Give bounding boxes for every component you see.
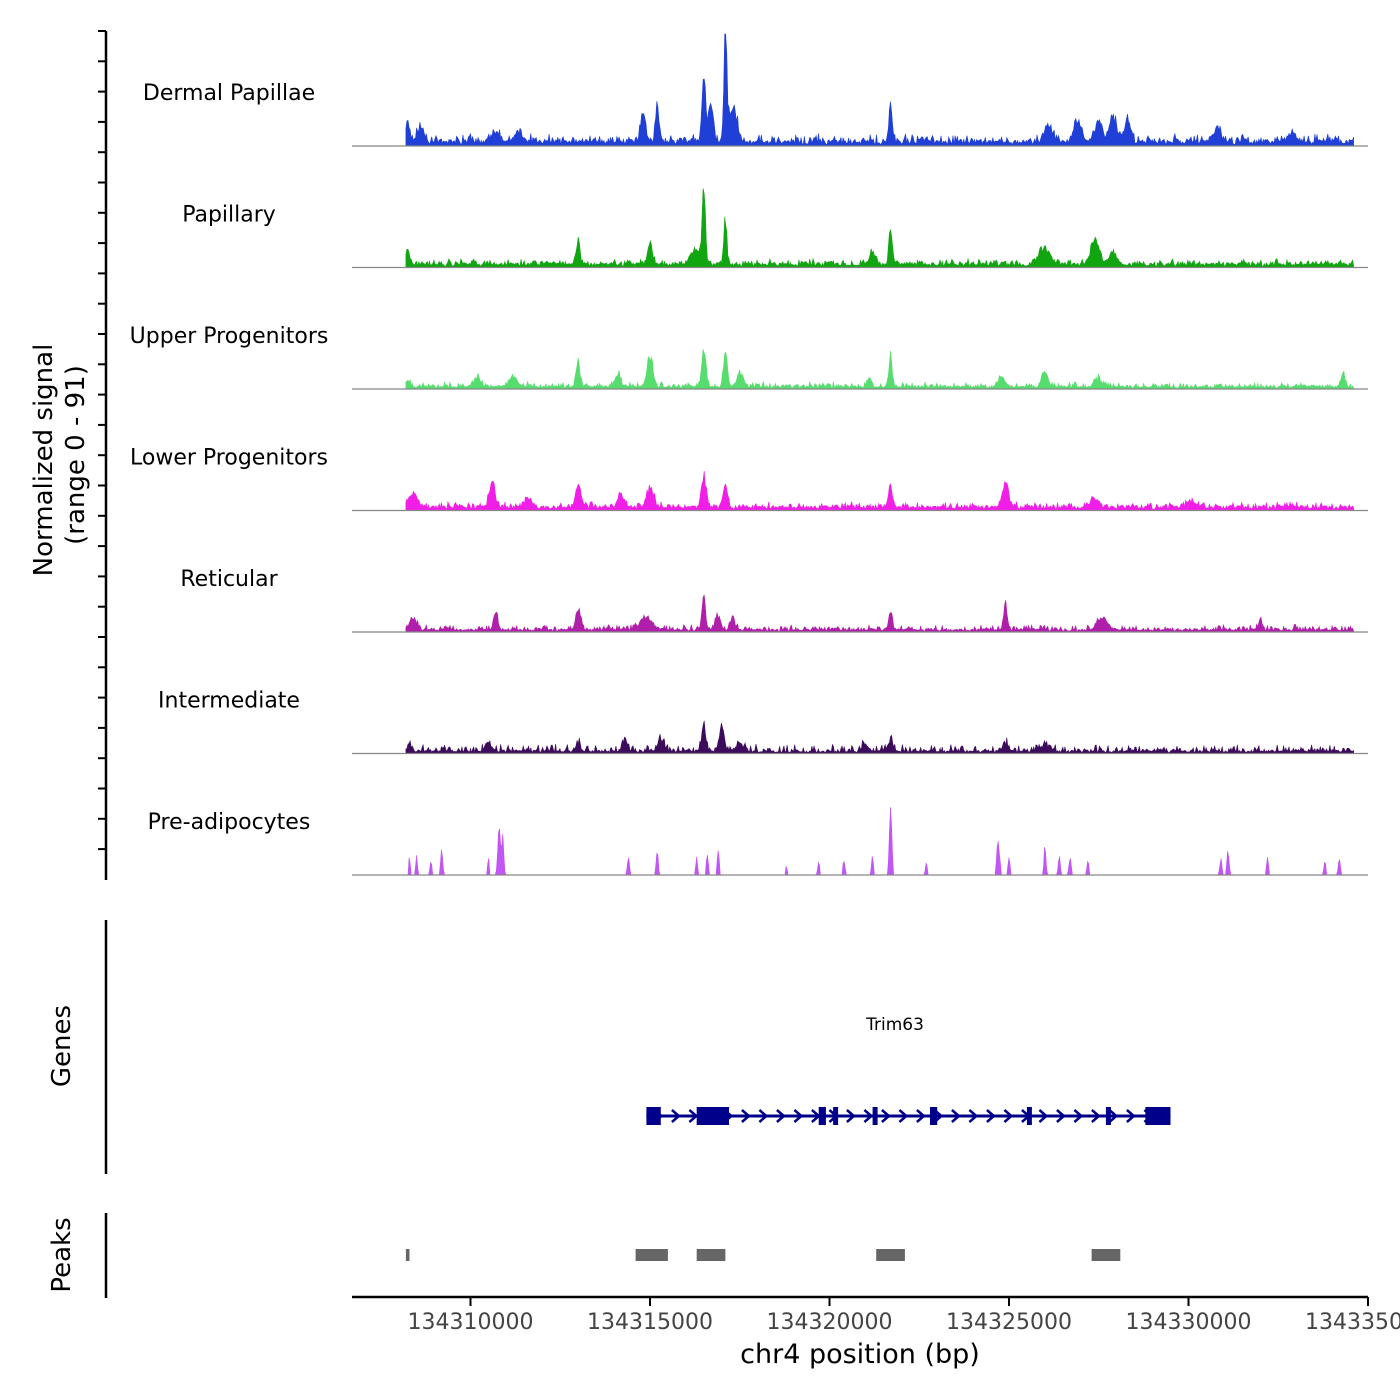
coverage-track: Dermal Papillae <box>143 33 1368 147</box>
peak-interval <box>696 1249 726 1261</box>
track-signal <box>405 470 1354 511</box>
track-label: Reticular <box>180 567 278 592</box>
gene-exon <box>872 1107 878 1125</box>
gene-exon <box>696 1107 729 1125</box>
coverage-track: Upper Progenitors <box>130 324 1368 390</box>
strand-arrow <box>793 1109 804 1123</box>
track-label: Upper Progenitors <box>130 324 329 349</box>
coverage-y-axis <box>98 30 108 880</box>
track-label: Pre-adipocytes <box>148 810 311 835</box>
strand-arrow <box>1108 1109 1119 1123</box>
coverage-track: Pre-adipocytes <box>148 807 1368 876</box>
track-label: Lower Progenitors <box>130 446 328 471</box>
peak-intervals <box>405 1249 1121 1261</box>
strand-arrow <box>1073 1109 1084 1123</box>
peak-interval <box>876 1249 905 1261</box>
strand-arrow <box>776 1109 786 1123</box>
coverage-track: Papillary <box>182 188 1368 269</box>
peaks-panel-label: Peaks <box>47 1217 77 1292</box>
strand-arrow <box>758 1109 769 1123</box>
strand-arrow <box>863 1109 874 1123</box>
strand-arrow <box>1056 1109 1066 1123</box>
x-tick-label: 134310000 <box>408 1310 534 1335</box>
gene-name-label: Trim63 <box>865 1015 924 1035</box>
gene-exon <box>818 1107 826 1125</box>
x-axis-ticks: 134310000 134315000 134320000 134325000 1343… <box>408 1297 1400 1335</box>
coverage-y-label-line2: (range 0 - 91) <box>61 365 91 545</box>
x-tick-label: 134320000 <box>767 1310 893 1335</box>
track-signal <box>405 33 1354 147</box>
gene-exon <box>1026 1107 1032 1125</box>
strand-arrow <box>671 1109 681 1123</box>
strand-arrow <box>986 1109 996 1123</box>
x-tick-label: 134315000 <box>587 1310 713 1335</box>
strand-arrow <box>916 1109 926 1123</box>
strand-arrow <box>688 1109 699 1123</box>
gene-exon <box>1105 1107 1111 1125</box>
track-signal <box>405 188 1354 268</box>
peak-interval <box>1091 1249 1121 1261</box>
peak-interval <box>635 1249 668 1261</box>
genes-panel-label: Genes <box>47 1005 77 1087</box>
strand-arrow <box>1038 1109 1049 1123</box>
coverage-track: Lower Progenitors <box>130 446 1368 512</box>
coverage-track: Intermediate <box>158 689 1368 755</box>
x-tick-label: 134325000 <box>946 1310 1072 1335</box>
x-tick-label: 134335000 <box>1305 1310 1400 1335</box>
x-tick-label: 134330000 <box>1126 1310 1252 1335</box>
coverage-y-ticks <box>98 30 106 851</box>
gene-model-trim63 <box>646 1107 1171 1125</box>
track-signal <box>405 720 1354 754</box>
x-axis-label: chr4 position (bp) <box>740 1339 980 1370</box>
gene-exon <box>833 1107 839 1125</box>
track-label: Dermal Papillae <box>143 81 315 106</box>
strand-arrow <box>1003 1109 1014 1123</box>
strand-arrow <box>1091 1109 1101 1123</box>
strand-arrow <box>1126 1109 1136 1123</box>
track-label: Papillary <box>182 203 276 228</box>
track-signal <box>405 594 1354 633</box>
strand-arrow <box>846 1109 856 1123</box>
track-label: Intermediate <box>158 689 300 714</box>
track-signal <box>405 807 1354 876</box>
strand-arrow <box>881 1109 891 1123</box>
track-signal <box>405 349 1354 390</box>
strand-arrow <box>951 1109 961 1123</box>
strand-arrow <box>741 1109 751 1123</box>
gene-exon <box>930 1107 938 1125</box>
peak-interval <box>405 1249 410 1261</box>
strand-arrow <box>968 1109 979 1123</box>
coverage-tracks: Dermal Papillae Papillary Upper Progenitor… <box>130 33 1368 876</box>
gene-exon <box>1145 1107 1171 1125</box>
strand-arrow <box>898 1109 909 1123</box>
coverage-track: Reticular <box>180 567 1368 633</box>
coverage-y-label-line1: Normalized signal <box>29 344 59 577</box>
gene-exon <box>646 1107 661 1125</box>
